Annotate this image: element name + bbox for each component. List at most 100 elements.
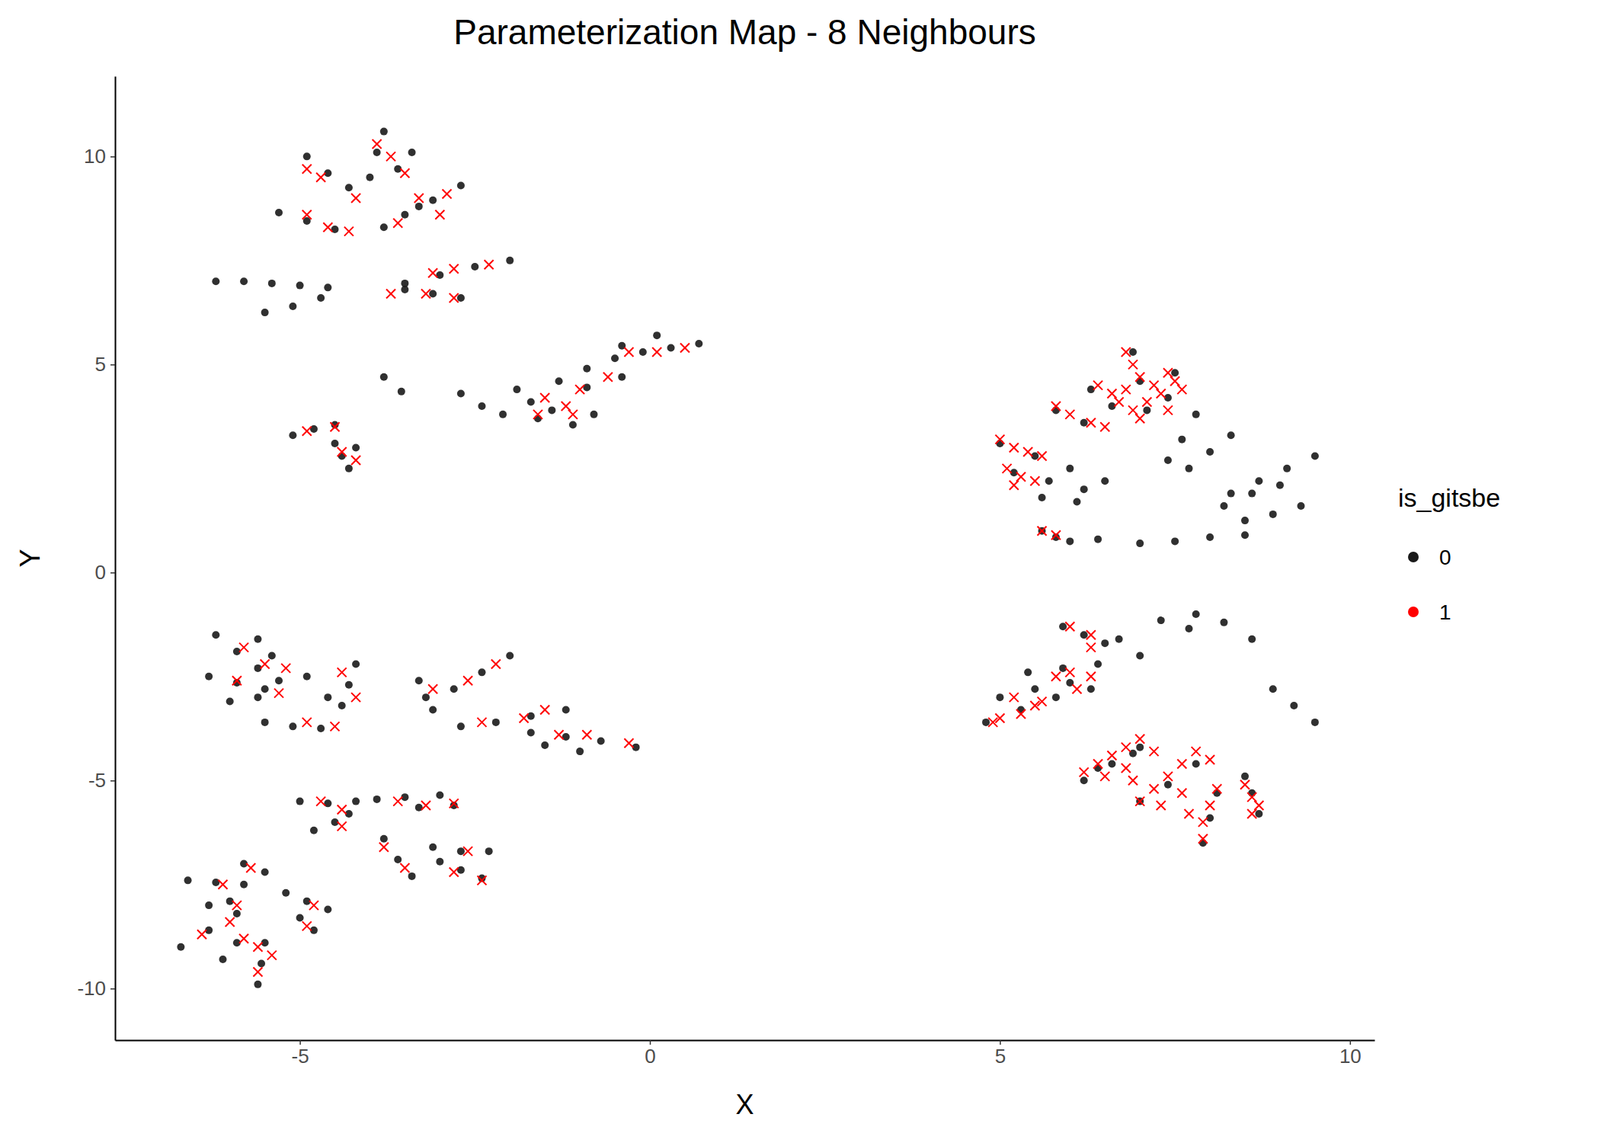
point bbox=[1248, 635, 1256, 644]
point bbox=[352, 659, 360, 668]
point bbox=[1094, 535, 1102, 544]
point bbox=[505, 256, 514, 265]
point bbox=[1094, 659, 1102, 668]
axis-line bbox=[115, 76, 117, 1041]
title: Parameterization Map - 8 Neighbours bbox=[453, 12, 1036, 52]
point bbox=[562, 706, 570, 714]
point bbox=[1086, 418, 1096, 428]
point bbox=[512, 385, 521, 394]
point bbox=[1163, 771, 1173, 781]
point bbox=[1247, 792, 1257, 802]
chart: -50510-10-50510Parameterization Map - 8 … bbox=[0, 0, 1600, 1143]
point bbox=[1219, 502, 1228, 510]
point bbox=[1254, 809, 1263, 818]
tick-label: 10 bbox=[83, 144, 106, 168]
point bbox=[1093, 380, 1103, 391]
point bbox=[1129, 348, 1137, 356]
point bbox=[492, 718, 500, 727]
point bbox=[1156, 800, 1166, 810]
point bbox=[232, 900, 242, 910]
point bbox=[415, 202, 423, 211]
point bbox=[386, 151, 396, 161]
point bbox=[268, 279, 276, 288]
point bbox=[1177, 758, 1187, 768]
point bbox=[267, 950, 277, 960]
point bbox=[316, 796, 326, 807]
point bbox=[351, 692, 361, 702]
point bbox=[1171, 537, 1179, 545]
point bbox=[1128, 405, 1138, 415]
point bbox=[310, 826, 318, 835]
point bbox=[449, 264, 459, 274]
point bbox=[477, 668, 486, 676]
point bbox=[352, 797, 360, 806]
tick: 5 bbox=[95, 352, 116, 376]
point bbox=[252, 966, 263, 976]
point bbox=[323, 905, 332, 914]
tick-mark bbox=[110, 364, 116, 366]
tick: -10 bbox=[76, 976, 116, 1000]
point bbox=[449, 293, 459, 303]
point bbox=[1065, 667, 1075, 677]
point bbox=[1227, 431, 1236, 439]
tick-label: 10 bbox=[1339, 1044, 1362, 1068]
point bbox=[1185, 624, 1194, 633]
point bbox=[372, 139, 382, 149]
point bbox=[211, 630, 220, 639]
point bbox=[519, 713, 529, 723]
point bbox=[652, 331, 661, 340]
point bbox=[1086, 672, 1096, 682]
point bbox=[204, 672, 213, 681]
x-axis: -50510 bbox=[115, 1040, 1376, 1068]
point bbox=[1177, 788, 1187, 798]
tick-mark bbox=[110, 780, 116, 782]
point bbox=[1002, 464, 1012, 474]
point bbox=[1135, 734, 1145, 744]
point bbox=[1297, 502, 1306, 510]
point bbox=[428, 684, 438, 694]
point bbox=[1205, 755, 1215, 765]
point bbox=[253, 980, 262, 989]
point bbox=[1107, 751, 1117, 761]
point bbox=[1241, 531, 1249, 539]
point bbox=[421, 289, 431, 299]
point bbox=[1212, 789, 1221, 797]
point bbox=[1157, 616, 1165, 624]
point bbox=[352, 444, 360, 452]
point bbox=[393, 796, 403, 807]
point bbox=[288, 722, 297, 730]
point bbox=[373, 795, 381, 804]
point bbox=[345, 681, 353, 689]
point bbox=[540, 741, 549, 749]
point bbox=[499, 410, 507, 419]
legend: is_gitsbe01 bbox=[1398, 483, 1501, 624]
point bbox=[1065, 537, 1074, 545]
tick: -5 bbox=[291, 1040, 310, 1068]
point bbox=[1142, 406, 1151, 414]
point bbox=[457, 390, 465, 398]
point bbox=[1170, 376, 1180, 386]
point bbox=[1248, 489, 1256, 498]
point bbox=[1206, 448, 1214, 456]
point bbox=[1136, 797, 1144, 806]
point bbox=[232, 675, 242, 685]
point bbox=[582, 729, 592, 740]
point bbox=[1051, 530, 1061, 540]
point bbox=[316, 172, 326, 183]
point bbox=[603, 372, 613, 382]
point bbox=[408, 872, 416, 880]
point bbox=[1227, 489, 1236, 498]
x-axis-title: X bbox=[735, 1088, 754, 1120]
tick-label: 5 bbox=[95, 352, 106, 376]
point bbox=[1241, 516, 1249, 525]
point bbox=[421, 800, 431, 810]
point bbox=[1171, 368, 1179, 377]
tick-label: 0 bbox=[644, 1044, 656, 1068]
axis-line bbox=[115, 1040, 1376, 1042]
point bbox=[428, 706, 437, 714]
point bbox=[611, 354, 619, 362]
point bbox=[1037, 451, 1047, 461]
point bbox=[1283, 464, 1291, 473]
point bbox=[450, 684, 458, 693]
point bbox=[211, 277, 220, 285]
